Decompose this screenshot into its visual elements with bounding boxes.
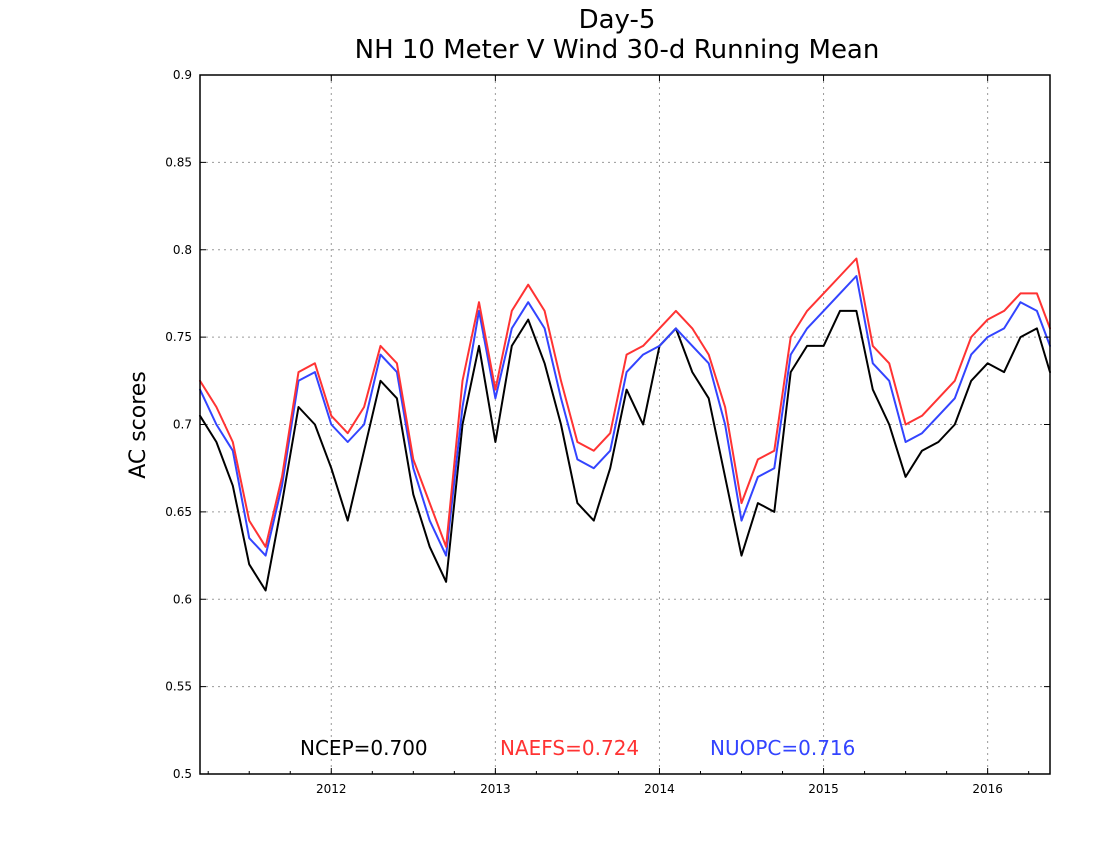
y-tick-label: 0.6 (173, 592, 192, 606)
legend: NCEP=0.700 NAEFS=0.724 NUOPC=0.716 (300, 736, 855, 760)
legend-ncep: NCEP=0.700 (300, 736, 428, 760)
series-group (199, 257, 1051, 592)
y-tick-label: 0.65 (165, 505, 192, 519)
x-tick-label: 2015 (808, 782, 839, 796)
y-tick-label: 0.85 (165, 155, 192, 169)
y-tick-label: 0.75 (165, 330, 192, 344)
y-tick-label: 0.55 (165, 680, 192, 694)
series-nuopc-line (199, 275, 1051, 557)
x-tick-label: 2012 (316, 782, 347, 796)
chart-title: Day-5 (579, 5, 656, 35)
y-axis-label: AC scores (126, 371, 151, 479)
series-ncep-line (199, 309, 1051, 592)
x-tick-label: 2016 (972, 782, 1003, 796)
legend-naefs: NAEFS=0.724 (500, 736, 639, 760)
grid (200, 75, 1050, 774)
x-tick-label: 2013 (480, 782, 511, 796)
legend-nuopc: NUOPC=0.716 (710, 736, 855, 760)
y-tick-label: 0.5 (173, 767, 192, 781)
chart-subtitle: NH 10 Meter V Wind 30-d Running Mean (355, 35, 880, 65)
series-naefs-line (199, 257, 1051, 548)
y-tick-label: 0.7 (173, 418, 192, 432)
y-tick-label: 0.9 (173, 68, 192, 82)
axis-ticks (200, 74, 1050, 775)
x-tick-label: 2014 (644, 782, 675, 796)
y-axis-tick-labels: 0.5 0.55 0.6 0.65 0.7 0.75 0.8 0.85 0.9 (165, 68, 192, 781)
y-tick-label: 0.8 (173, 243, 192, 257)
x-axis-tick-labels: 2012 2013 2014 2015 2016 (316, 782, 1003, 796)
